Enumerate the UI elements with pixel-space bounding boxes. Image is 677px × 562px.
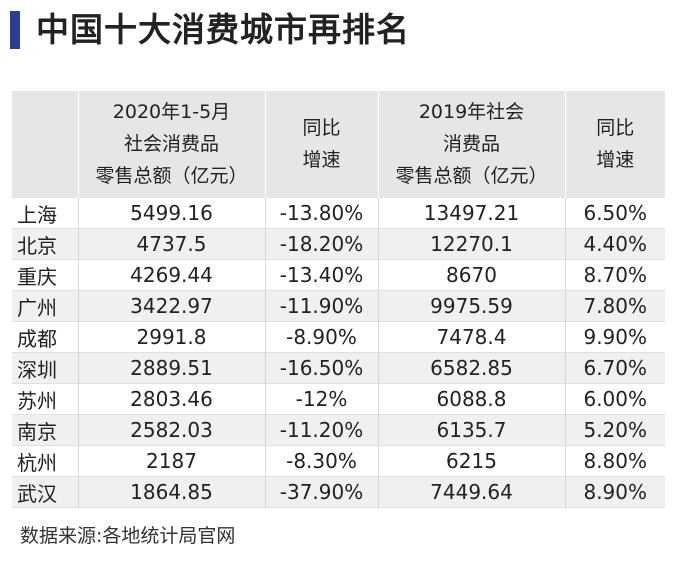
cell-2020-retail: 1864.85 [77,476,265,508]
table-row: 苏州 2803.46 -12% 6088.8 6.00% [12,383,665,415]
header-line: 增速 [302,149,341,171]
table-row: 南京 2582.03 -11.20% 6135.7 5.20% [12,414,665,446]
cell-city: 杭州 [17,450,57,475]
cell-city: 武汉 [17,481,57,506]
header-2019-growth: 同比 增速 [564,91,665,198]
table-row: 重庆 4269.44 -13.40% 8670 8.70% [12,259,665,291]
header-line: 同比 [596,117,635,139]
title-accent-bar [10,11,20,49]
cell-2020-retail: 3422.97 [77,290,265,322]
cell-2020-retail: 2991.8 [77,321,265,353]
cell-2019-retail: 13497.21 [377,198,565,229]
cell-2019-retail: 8670 [377,259,565,291]
cell-2020-growth: -18.20% [264,228,378,260]
cell-2019-retail: 6215 [377,445,565,477]
cell-2019-growth: 8.90% [564,476,665,508]
cell-2020-retail: 5499.16 [77,198,265,229]
header-line: 消费品 [442,133,500,155]
cell-city: 重庆 [17,264,57,289]
cell-2019-growth: 6.50% [564,198,665,229]
cell-city: 深圳 [17,357,57,382]
cell-city: 南京 [17,419,57,444]
cell-2020-growth: -8.90% [264,321,378,353]
cell-city: 成都 [17,326,57,351]
cell-2019-retail: 12270.1 [377,228,565,260]
cell-2019-growth: 9.90% [564,321,665,353]
cell-2020-growth: -12% [264,383,378,415]
header-2020-growth: 同比 增速 [264,91,378,198]
table-row: 广州 3422.97 -11.90% 9975.59 7.80% [12,290,665,322]
header-2019-retail: 2019年社会 消费品 零售总额（亿元） [377,91,565,198]
cell-2019-retail: 6135.7 [377,414,565,446]
cell-2019-growth: 8.80% [564,445,665,477]
cell-2020-retail: 4737.5 [77,228,265,260]
table-row: 杭州 2187 -8.30% 6215 8.80% [12,445,665,477]
cell-2020-growth: -8.30% [264,445,378,477]
table-row: 武汉 1864.85 -37.90% 7449.64 8.90% [12,476,665,508]
cell-2020-growth: -37.90% [264,476,378,508]
cell-2020-growth: -11.20% [264,414,378,446]
header-line: 零售总额（亿元） [95,165,248,187]
data-source-note: 数据来源:各地统计局官网 [20,525,236,547]
table-header-row: 2020年1-5月 社会消费品 零售总额（亿元） 同比 增速 2019年社会 消… [12,91,665,198]
cell-2020-growth: -13.80% [264,198,378,229]
cell-2019-retail: 6088.8 [377,383,565,415]
cell-2019-growth: 5.20% [564,414,665,446]
header-line: 2019年社会 [418,101,525,123]
cell-2019-growth: 4.40% [564,228,665,260]
cell-2020-retail: 2803.46 [77,383,265,415]
page-title: 中国十大消费城市再排名 [36,10,410,49]
header-2020-retail: 2020年1-5月 社会消费品 零售总额（亿元） [77,91,265,198]
cell-2019-retail: 6582.85 [377,352,565,384]
header-line: 同比 [302,117,341,139]
cell-2019-growth: 7.80% [564,290,665,322]
cell-2019-growth: 8.70% [564,259,665,291]
table-row: 深圳 2889.51 -16.50% 6582.85 6.70% [12,352,665,384]
cell-2019-growth: 6.00% [564,383,665,415]
cell-2020-growth: -11.90% [264,290,378,322]
table-row: 成都 2991.8 -8.90% 7478.4 9.90% [12,321,665,353]
cell-2020-retail: 2889.51 [77,352,265,384]
cell-2020-retail: 4269.44 [77,259,265,291]
cell-2019-retail: 7449.64 [377,476,565,508]
cell-2019-retail: 7478.4 [377,321,565,353]
header-line: 增速 [596,149,635,171]
cell-2020-retail: 2187 [77,445,265,477]
header-line: 零售总额（亿元） [395,165,548,187]
cell-city: 上海 [17,202,57,227]
table-row: 北京 4737.5 -18.20% 12270.1 4.40% [12,228,665,260]
table-body: 上海 5499.16 -13.80% 13497.21 6.50% 北京 473… [12,198,665,508]
cell-city: 广州 [17,295,57,320]
table-row: 上海 5499.16 -13.80% 13497.21 6.50% [12,198,665,229]
cell-2020-retail: 2582.03 [77,414,265,446]
data-table-container: 2020年1-5月 社会消费品 零售总额（亿元） 同比 增速 2019年社会 消… [12,91,665,508]
cell-city: 苏州 [17,388,57,413]
cell-2019-retail: 9975.59 [377,290,565,322]
header-line: 2020年1-5月 [112,101,231,123]
header-city [12,91,78,198]
consumption-table: 2020年1-5月 社会消费品 零售总额（亿元） 同比 增速 2019年社会 消… [12,91,665,508]
cell-2020-growth: -13.40% [264,259,378,291]
cell-2019-growth: 6.70% [564,352,665,384]
cell-2020-growth: -16.50% [264,352,378,384]
cell-city: 北京 [17,233,57,258]
header-line: 社会消费品 [123,133,219,155]
